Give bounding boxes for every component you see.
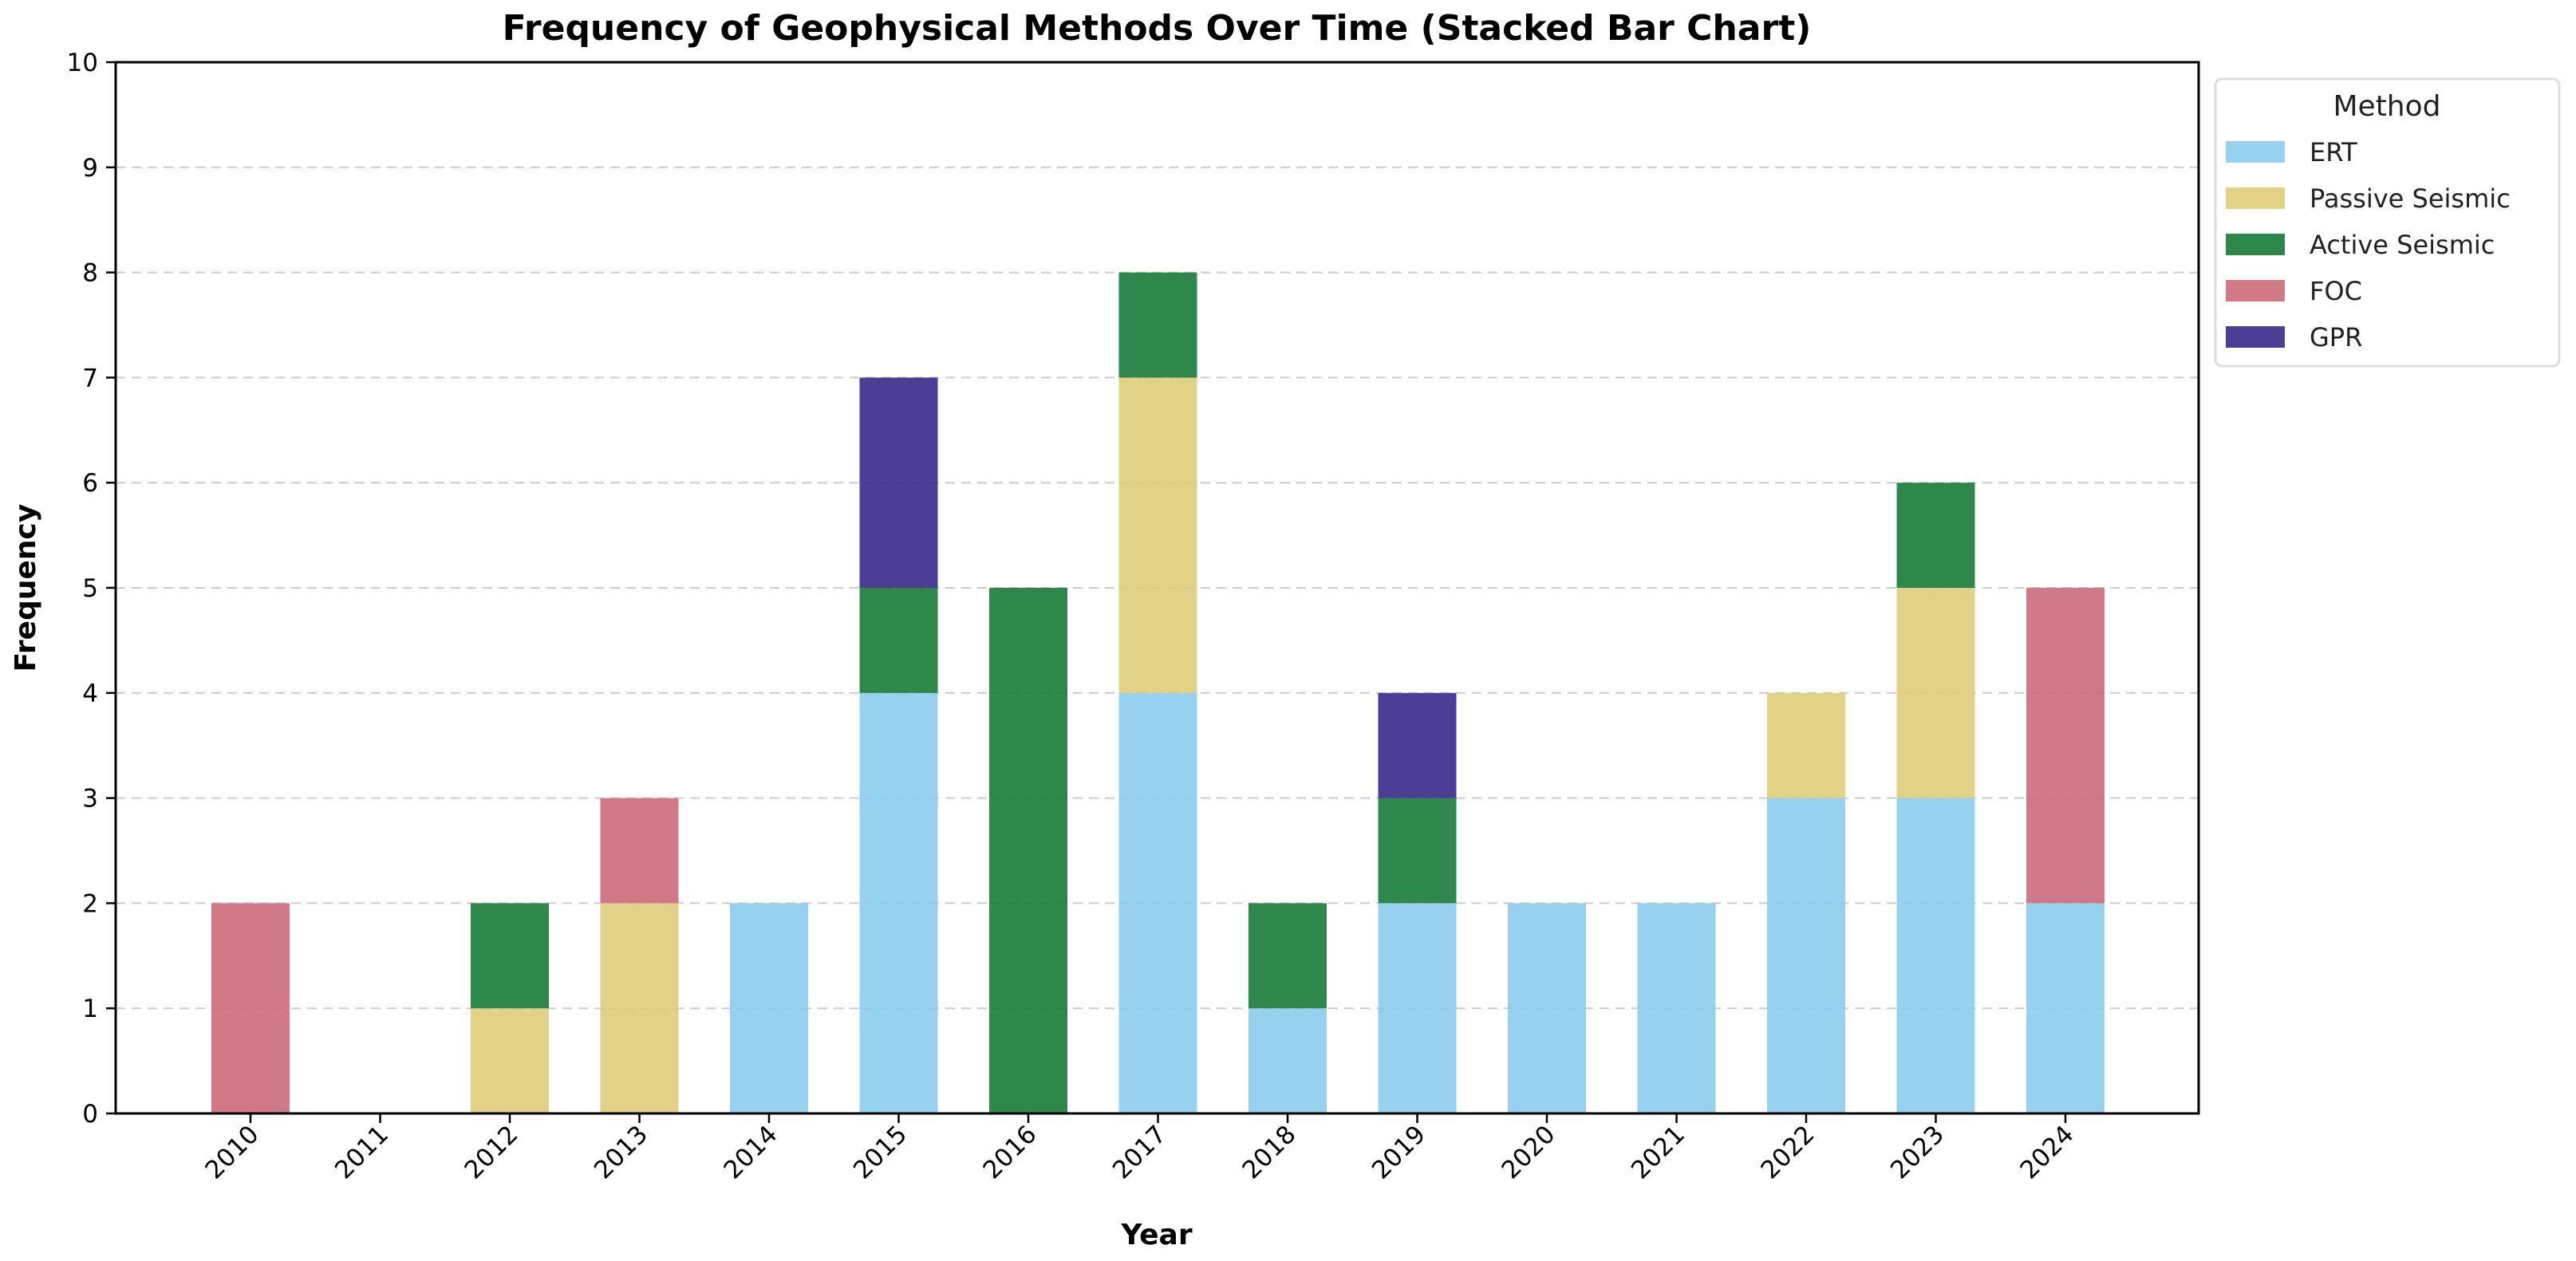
y-tick-label: 8 <box>82 259 98 288</box>
bar-segment-active-seismic-2018 <box>1249 903 1327 1009</box>
x-tick-label: 2013 <box>589 1120 653 1184</box>
legend-swatch <box>2226 234 2285 255</box>
x-tick-label: 2018 <box>1237 1120 1301 1184</box>
bar-segment-passive-seismic-2013 <box>600 903 679 1113</box>
x-tick-label: 2015 <box>848 1120 913 1184</box>
y-tick-label: 2 <box>82 889 98 918</box>
bar-segment-ert-2014 <box>730 903 808 1113</box>
y-tick-label: 0 <box>82 1100 98 1129</box>
x-tick-label: 2010 <box>199 1120 264 1184</box>
y-tick-label: 9 <box>82 154 98 183</box>
bar-segment-ert-2021 <box>1637 903 1716 1113</box>
y-tick-label: 10 <box>67 49 98 77</box>
legend-label: GPR <box>2310 322 2362 353</box>
bar-segment-active-seismic-2016 <box>989 588 1067 1113</box>
x-axis-label: Year <box>1120 1219 1192 1251</box>
bar-segment-active-seismic-2015 <box>859 588 938 693</box>
x-tick-label: 2023 <box>1885 1120 1950 1184</box>
bar-segment-ert-2023 <box>1896 798 1975 1113</box>
bar-segment-ert-2020 <box>1508 903 1586 1113</box>
bar-segment-ert-2019 <box>1378 903 1457 1113</box>
bar-segment-passive-seismic-2012 <box>471 1008 549 1113</box>
x-tick-label: 2017 <box>1107 1120 1172 1184</box>
legend-label: Active Seismic <box>2310 230 2495 260</box>
bar-segment-foc-2013 <box>600 798 679 904</box>
bar-segment-foc-2024 <box>2026 588 2105 904</box>
bar-segment-active-seismic-2017 <box>1118 272 1197 378</box>
x-tick-label: 2019 <box>1367 1120 1431 1184</box>
x-tick-label: 2021 <box>1626 1120 1690 1184</box>
x-tick-label: 2011 <box>329 1120 394 1184</box>
y-tick-label: 5 <box>82 574 98 603</box>
legend-label: FOC <box>2310 276 2362 306</box>
legend-swatch <box>2226 141 2285 163</box>
y-tick-label: 3 <box>82 785 98 814</box>
x-tick-label: 2022 <box>1755 1120 1820 1184</box>
bar-segment-active-seismic-2012 <box>471 903 549 1009</box>
bar-segment-active-seismic-2019 <box>1378 798 1457 904</box>
x-tick-label: 2012 <box>459 1120 523 1184</box>
y-tick-label: 7 <box>82 364 98 392</box>
bar-segment-passive-seismic-2022 <box>1767 692 1845 798</box>
bar-segment-ert-2017 <box>1118 692 1197 1113</box>
legend-title: Method <box>2333 90 2440 123</box>
bar-segment-gpr-2019 <box>1378 692 1457 798</box>
legend-swatch <box>2226 326 2285 348</box>
legend-swatch <box>2226 187 2285 209</box>
x-tick-label: 2016 <box>977 1120 1042 1184</box>
y-tick-label: 6 <box>82 469 98 498</box>
legend: Method ERT Passive Seismic Active Seismic F… <box>2214 77 2561 368</box>
y-axis-label: Frequency <box>10 504 42 672</box>
legend-frame <box>2214 77 2561 368</box>
bar-segment-ert-2024 <box>2026 903 2105 1113</box>
legend-swatch <box>2226 280 2285 301</box>
bar-segment-active-seismic-2023 <box>1896 483 1975 588</box>
x-tick-label: 2014 <box>718 1120 783 1184</box>
bar-segment-passive-seismic-2017 <box>1118 377 1197 693</box>
chart-title: Frequency of Geophysical Methods Over Ti… <box>503 8 1812 49</box>
bar-segment-gpr-2015 <box>859 377 938 588</box>
legend-label: Passive Seismic <box>2310 183 2511 214</box>
bar-segment-ert-2015 <box>859 692 938 1113</box>
bar-segment-ert-2022 <box>1767 798 1845 1113</box>
bar-segment-passive-seismic-2023 <box>1896 588 1975 798</box>
bar-segment-ert-2018 <box>1249 1008 1327 1113</box>
y-tick-label: 1 <box>82 995 98 1023</box>
bar-segment-foc-2010 <box>211 903 290 1113</box>
x-tick-label: 2020 <box>1496 1120 1560 1184</box>
legend-label: ERT <box>2310 137 2357 167</box>
y-tick-label: 4 <box>82 680 98 708</box>
x-tick-label: 2024 <box>2014 1120 2079 1184</box>
